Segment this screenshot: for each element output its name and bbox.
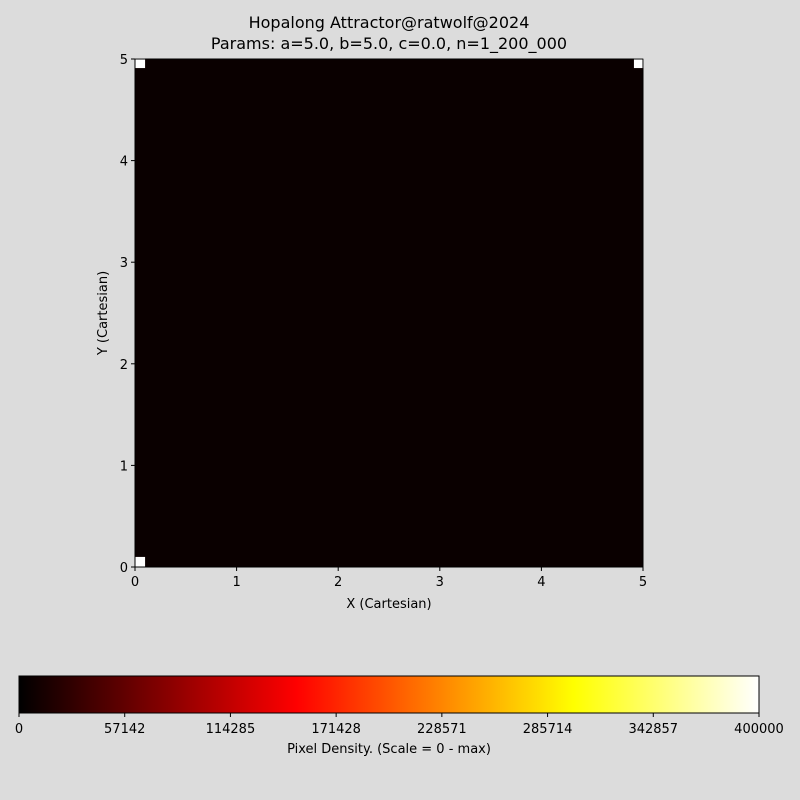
colorbar-tick-label: 400000: [734, 722, 784, 737]
x-axis: 0 1 2 3 4 5: [131, 567, 647, 590]
x-tick-label: 1: [232, 575, 240, 590]
y-tick-label: 1: [120, 459, 128, 474]
colorbar-tick-label: 171428: [311, 722, 361, 737]
colorbar-axis: 0 57142 114285 171428 228571 285714 342857 4000…: [15, 713, 784, 737]
y-tick-label: 4: [120, 155, 128, 170]
x-tick-label: 4: [537, 575, 545, 590]
chart-title: Hopalong Attractor@ratwolf@2024: [248, 13, 530, 32]
colorbar-tick-label: 0: [15, 722, 23, 737]
colorbar-tick-label: 285714: [523, 722, 573, 737]
colorbar-tick-label: 114285: [206, 722, 256, 737]
density-point-1: [135, 58, 146, 69]
x-tick-label: 0: [131, 575, 139, 590]
x-tick-label: 2: [334, 575, 342, 590]
x-axis-label: X (Cartesian): [346, 597, 431, 612]
colorbar: [18, 675, 760, 714]
points-layer: [135, 58, 644, 567]
y-tick-label: 2: [120, 358, 128, 373]
density-point-2: [633, 58, 644, 69]
plot-frame: [134, 58, 644, 568]
density-point-0: [135, 556, 146, 567]
y-tick-label: 0: [120, 561, 128, 576]
colorbar-label: Pixel Density. (Scale = 0 - max): [287, 742, 491, 757]
y-tick-label: 5: [120, 53, 128, 68]
chart-subtitle: Params: a=5.0, b=5.0, c=0.0, n=1_200_000: [210, 34, 568, 53]
x-tick-label: 3: [436, 575, 444, 590]
y-tick-label: 3: [120, 256, 128, 271]
y-axis-label: Y (Cartesian): [96, 271, 111, 356]
y-axis: 0 1 2 3 4 5: [120, 53, 135, 576]
colorbar-tick-label: 342857: [628, 722, 678, 737]
x-tick-label: 5: [639, 575, 647, 590]
colorbar-tick-label: 57142: [104, 722, 145, 737]
colorbar-tick-label: 228571: [417, 722, 467, 737]
plot-area: [135, 59, 643, 567]
chart-title-block: Hopalong Attractor@ratwolf@2024 Params: …: [0, 12, 778, 54]
